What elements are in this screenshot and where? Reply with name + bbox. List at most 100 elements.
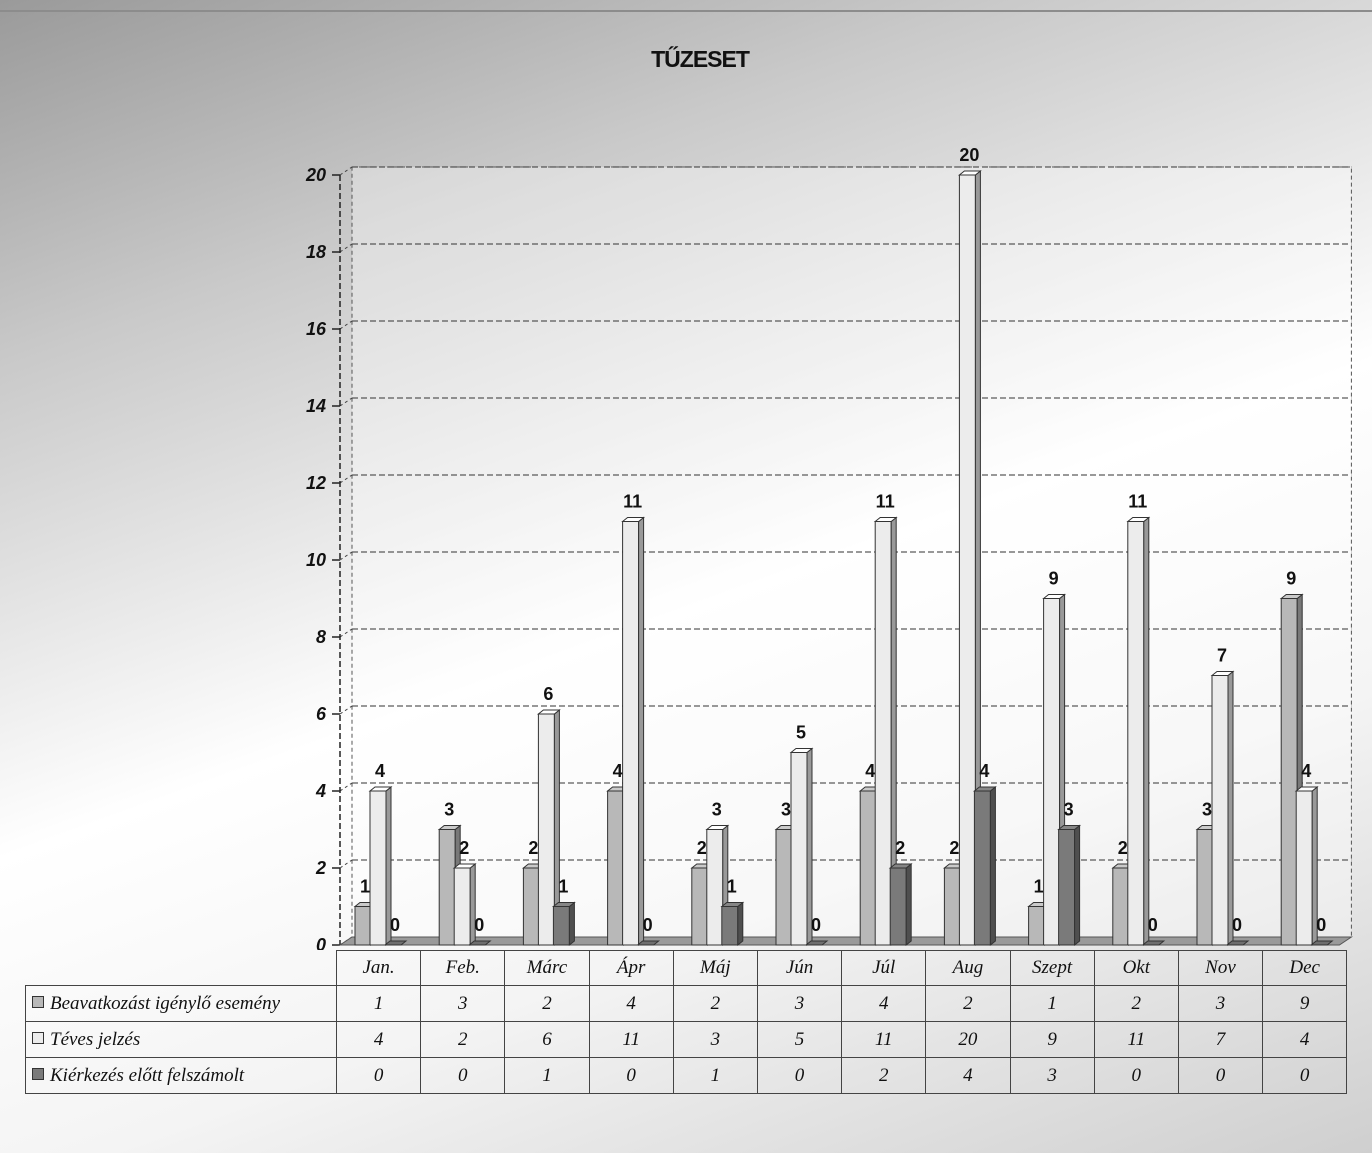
data-label: 1 <box>360 877 370 897</box>
top-rule <box>0 10 1372 12</box>
bar <box>973 790 991 946</box>
bar <box>958 174 976 946</box>
data-label: 0 <box>643 915 653 935</box>
legend-swatch <box>32 1067 44 1080</box>
table-cell: 7 <box>1177 1021 1264 1058</box>
bar <box>1211 675 1229 946</box>
legend-label: Téves jelzés <box>50 1028 141 1050</box>
data-label: 4 <box>613 761 623 781</box>
gridline-depth <box>339 628 353 638</box>
table-cell: 2 <box>420 1021 506 1058</box>
gridline-depth <box>339 859 353 869</box>
y-tick-label: 2 <box>315 858 326 878</box>
bar-top <box>888 863 913 869</box>
table-cell: 5 <box>756 1021 843 1058</box>
bar <box>622 521 640 946</box>
bar-side <box>737 901 744 947</box>
table-cell: 0 <box>1262 1057 1348 1094</box>
table-cell: 11 <box>588 1021 674 1058</box>
bar <box>1196 829 1214 946</box>
data-label: 3 <box>781 800 791 820</box>
bar <box>354 906 372 946</box>
bar-side <box>638 516 645 947</box>
x-tick-label: Jan. <box>335 950 422 986</box>
legend-entry: Beavatkozást igénylő esemény <box>25 985 337 1022</box>
bar <box>552 906 570 946</box>
data-label: 9 <box>1049 569 1059 589</box>
gridline-depth <box>339 705 353 715</box>
legend-swatch <box>32 1031 44 1044</box>
table-cell: 1 <box>335 985 422 1022</box>
legend-entry: Kiérkezés előtt felszámolt <box>25 1057 337 1094</box>
x-tick-label: Júl <box>841 950 927 986</box>
data-label: 0 <box>390 915 400 935</box>
table-cell: 9 <box>1262 985 1348 1022</box>
table-cell: 0 <box>1177 1057 1264 1094</box>
table-cell: 0 <box>1093 1057 1179 1094</box>
bar-top <box>437 825 462 830</box>
bar <box>607 790 625 946</box>
data-label: 1 <box>558 877 568 897</box>
data-label: 2 <box>1118 838 1128 858</box>
x-tick-label: Dec <box>1262 950 1348 986</box>
bar-top <box>705 825 730 830</box>
data-label: 2 <box>459 838 469 858</box>
data-label: 9 <box>1286 569 1296 589</box>
bar <box>1127 521 1145 946</box>
table-cell: 20 <box>925 1021 1011 1058</box>
table-cell: 4 <box>925 1057 1011 1094</box>
x-tick-label: Márc <box>504 950 590 986</box>
data-label: 3 <box>1202 800 1212 820</box>
bar <box>1309 940 1334 946</box>
bar <box>1028 906 1046 946</box>
bar <box>1295 790 1313 946</box>
data-label: 0 <box>811 915 821 935</box>
bar <box>537 713 555 946</box>
table-cell: 0 <box>335 1057 422 1094</box>
table-row: Kiérkezés előtt felszámolt 0 0 1 0 1 0 2 4 3 0 0 0 <box>25 1057 1348 1094</box>
gridline-depth <box>339 551 353 561</box>
data-label: 2 <box>697 838 707 858</box>
data-table: Jan. Feb. Márc Ápr Máj Jún Júl Aug Szept Okt Nov De… <box>25 950 1348 1094</box>
y-tick-label: 20 <box>305 165 326 185</box>
data-label: 5 <box>796 723 806 743</box>
data-label: 11 <box>623 492 642 512</box>
bar <box>383 940 408 946</box>
bar <box>1043 598 1061 946</box>
bar <box>943 867 961 946</box>
table-cell: 11 <box>1093 1021 1179 1058</box>
table-cell: 2 <box>925 985 1011 1022</box>
bar <box>1112 867 1130 946</box>
gridline-depth <box>339 474 353 484</box>
bar-top <box>536 709 561 715</box>
bar <box>804 940 829 946</box>
data-label: 4 <box>979 761 989 781</box>
plot-floor <box>338 936 1354 946</box>
table-cell: 0 <box>756 1057 843 1094</box>
legend-label: Kiérkezés előtt felszámolt <box>50 1064 245 1086</box>
data-label: 2 <box>949 838 959 858</box>
table-cell: 2 <box>672 985 758 1022</box>
bar-top <box>957 170 982 176</box>
data-label: 4 <box>375 761 385 781</box>
bar <box>467 940 492 946</box>
table-cell: 11 <box>841 1021 927 1058</box>
bar <box>1280 598 1298 946</box>
table-cell: 4 <box>588 985 674 1022</box>
bar-side <box>1227 670 1234 947</box>
bar <box>874 521 892 946</box>
y-tick-label: 10 <box>306 550 326 570</box>
data-label: 0 <box>474 915 484 935</box>
bar-top <box>720 902 745 907</box>
data-label: 2 <box>895 838 905 858</box>
bar-side <box>1143 516 1150 947</box>
bar <box>1058 829 1076 946</box>
bar-chart: 0246810121416182014032026141102313504112… <box>305 145 1354 950</box>
gridline-depth <box>339 397 353 407</box>
data-label: 3 <box>1064 800 1074 820</box>
table-cell: 4 <box>1262 1021 1348 1058</box>
bar-top <box>1210 671 1235 676</box>
table-cell: 4 <box>335 1021 422 1058</box>
bar <box>775 829 793 946</box>
